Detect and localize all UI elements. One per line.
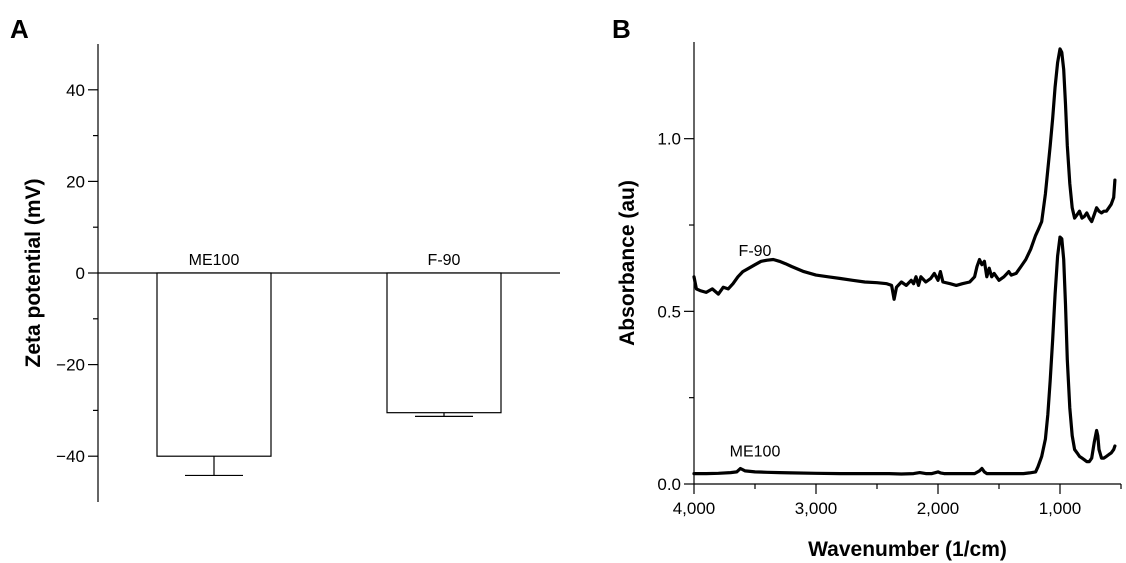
y-tick-label: 0.0 <box>657 475 681 494</box>
series-label-me100: ME100 <box>730 443 781 460</box>
ftir-spectrum-chart: 4,000 3,000 2,000 1,000 0.0 0.5 1.0 Wavenumber … <box>616 42 1122 561</box>
y-tick-label: 20 <box>66 172 85 191</box>
series-line-f-90 <box>692 47 1117 301</box>
bar-me100 <box>156 272 272 457</box>
x-tick-label: 1,000 <box>1039 499 1082 518</box>
x-tick-label: 4,000 <box>673 499 716 518</box>
y-tick-label: 0.5 <box>657 302 681 321</box>
y-tick-label: −20 <box>56 356 85 375</box>
y-tick-label: 40 <box>66 81 85 100</box>
series-line-me100 <box>692 235 1117 476</box>
y-tick-label: 1.0 <box>657 130 681 149</box>
y-tick-label: −40 <box>56 447 85 466</box>
x-tick-label: 3,000 <box>795 499 838 518</box>
bar-label-me100: ME100 <box>189 252 240 269</box>
bar-f-90 <box>386 272 502 414</box>
zeta-potential-chart: −40 −20 0 20 40 Zeta potential (mV) ME100 F-90 <box>22 44 560 502</box>
y-axis-title: Absorbance (au) <box>616 180 639 346</box>
bar-label-f-90: F-90 <box>428 252 461 269</box>
x-tick-label: 2,000 <box>917 499 960 518</box>
series-label-f-90: F-90 <box>739 243 772 260</box>
panel-label-a: A <box>10 14 29 44</box>
y-tick-label: 0 <box>76 264 85 283</box>
panel-label-b: B <box>612 14 631 44</box>
x-axis-title: Wavenumber (1/cm) <box>808 538 1007 561</box>
y-axis-title: Zeta potential (mV) <box>22 178 45 367</box>
